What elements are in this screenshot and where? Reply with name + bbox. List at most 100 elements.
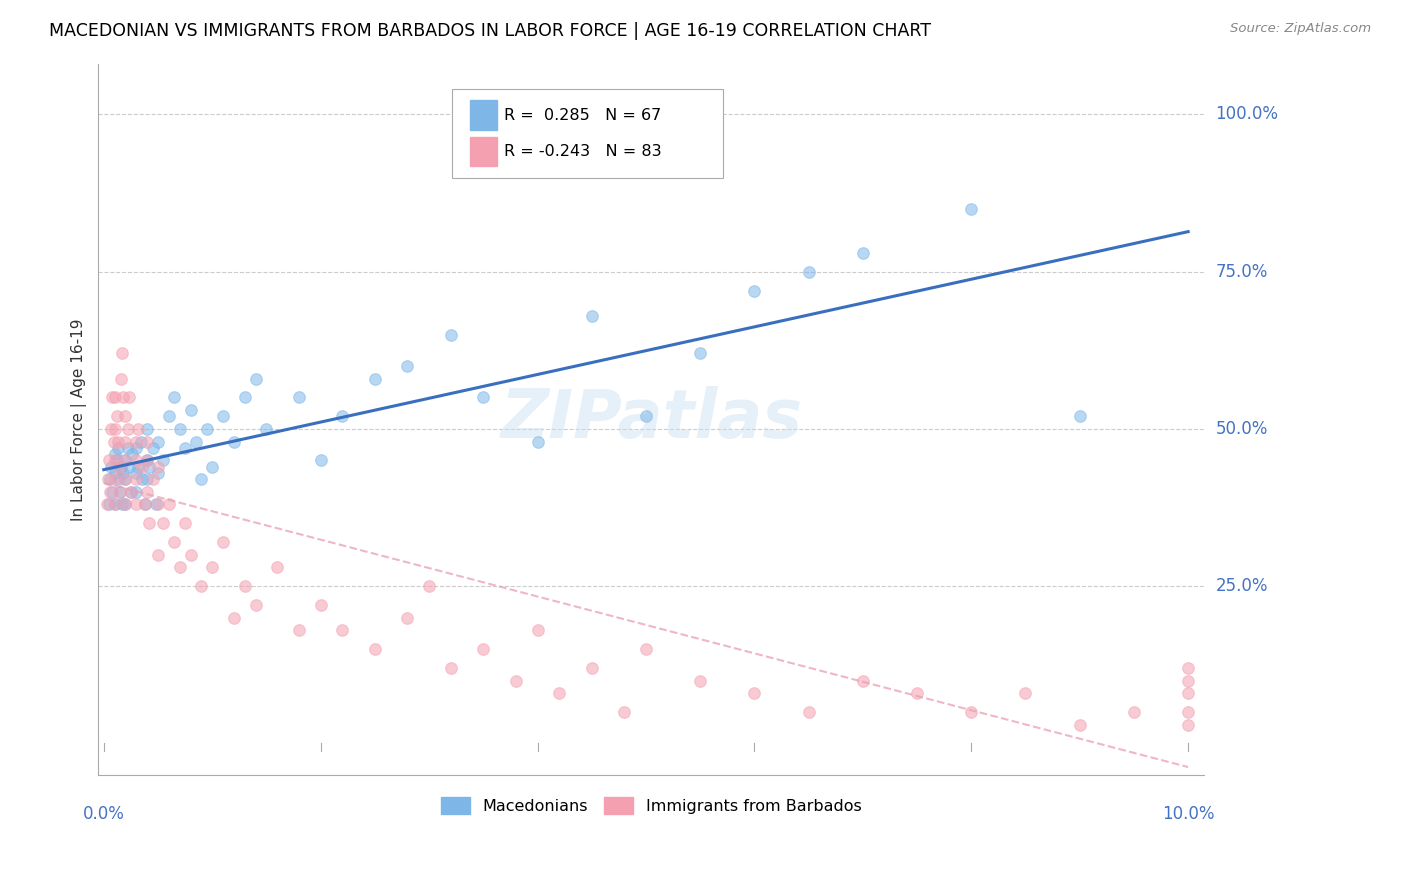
- Point: [744, 686, 766, 700]
- Point: [112, 391, 135, 405]
- Point: [180, 548, 202, 562]
- Point: [96, 497, 118, 511]
- Text: 50.0%: 50.0%: [1216, 420, 1268, 438]
- Point: [201, 560, 224, 574]
- Point: [114, 434, 136, 449]
- Point: [472, 391, 495, 405]
- Text: 25.0%: 25.0%: [1216, 577, 1268, 595]
- Point: [146, 466, 169, 480]
- Point: [114, 497, 136, 511]
- Point: [97, 472, 120, 486]
- Text: Source: ZipAtlas.com: Source: ZipAtlas.com: [1230, 22, 1371, 36]
- Point: [245, 598, 267, 612]
- Point: [396, 610, 419, 624]
- Point: [1014, 686, 1036, 700]
- Point: [222, 610, 245, 624]
- Point: [136, 472, 159, 486]
- Point: [212, 535, 235, 549]
- Point: [233, 391, 256, 405]
- Point: [118, 459, 141, 474]
- Point: [548, 686, 571, 700]
- Point: [174, 441, 197, 455]
- Point: [1177, 686, 1199, 700]
- Point: [146, 548, 169, 562]
- Point: [797, 705, 820, 719]
- Point: [98, 484, 121, 499]
- Point: [108, 484, 131, 499]
- Point: [138, 459, 160, 474]
- Point: [117, 422, 139, 436]
- FancyBboxPatch shape: [470, 100, 496, 130]
- Point: [309, 453, 332, 467]
- Point: [195, 422, 218, 436]
- Point: [852, 673, 875, 688]
- Point: [744, 284, 766, 298]
- Point: [101, 391, 124, 405]
- Point: [288, 624, 311, 638]
- Point: [125, 441, 148, 455]
- Point: [190, 472, 212, 486]
- Point: [98, 453, 121, 467]
- Point: [174, 516, 197, 531]
- Point: [169, 422, 191, 436]
- FancyBboxPatch shape: [453, 89, 723, 178]
- Point: [142, 441, 165, 455]
- Point: [125, 453, 148, 467]
- Y-axis label: In Labor Force | Age 16-19: In Labor Force | Age 16-19: [72, 318, 87, 521]
- Point: [163, 535, 186, 549]
- Point: [222, 434, 245, 449]
- Point: [254, 422, 277, 436]
- Point: [288, 391, 311, 405]
- Point: [201, 459, 224, 474]
- Point: [613, 705, 636, 719]
- Point: [146, 434, 169, 449]
- Point: [104, 447, 127, 461]
- Point: [505, 673, 527, 688]
- Point: [100, 422, 122, 436]
- Point: [634, 409, 657, 424]
- Point: [134, 497, 156, 511]
- Point: [120, 484, 142, 499]
- Point: [118, 391, 141, 405]
- Point: [142, 472, 165, 486]
- Point: [114, 497, 136, 511]
- Point: [104, 422, 127, 436]
- Point: [418, 579, 440, 593]
- Point: [634, 642, 657, 657]
- Point: [103, 434, 125, 449]
- Point: [98, 497, 121, 511]
- Point: [852, 245, 875, 260]
- Point: [111, 346, 134, 360]
- Point: [581, 661, 603, 675]
- Point: [689, 346, 711, 360]
- Point: [98, 472, 121, 486]
- Text: R = -0.243   N = 83: R = -0.243 N = 83: [505, 144, 662, 159]
- Point: [108, 484, 131, 499]
- Point: [125, 484, 148, 499]
- Point: [129, 434, 152, 449]
- Point: [526, 624, 548, 638]
- Text: 100.0%: 100.0%: [1216, 105, 1278, 123]
- Point: [797, 265, 820, 279]
- Point: [233, 579, 256, 593]
- Point: [163, 391, 186, 405]
- Point: [1122, 705, 1144, 719]
- Text: R =  0.285   N = 67: R = 0.285 N = 67: [505, 108, 662, 123]
- Point: [245, 371, 267, 385]
- Point: [105, 409, 128, 424]
- Point: [330, 624, 353, 638]
- Point: [107, 434, 129, 449]
- Point: [145, 497, 167, 511]
- Point: [104, 472, 127, 486]
- Point: [114, 472, 136, 486]
- Point: [905, 686, 928, 700]
- Point: [526, 434, 548, 449]
- Point: [110, 371, 132, 385]
- Point: [330, 409, 353, 424]
- Point: [110, 459, 132, 474]
- Point: [146, 459, 169, 474]
- Point: [152, 516, 174, 531]
- Point: [100, 459, 122, 474]
- Point: [440, 661, 463, 675]
- Point: [131, 472, 153, 486]
